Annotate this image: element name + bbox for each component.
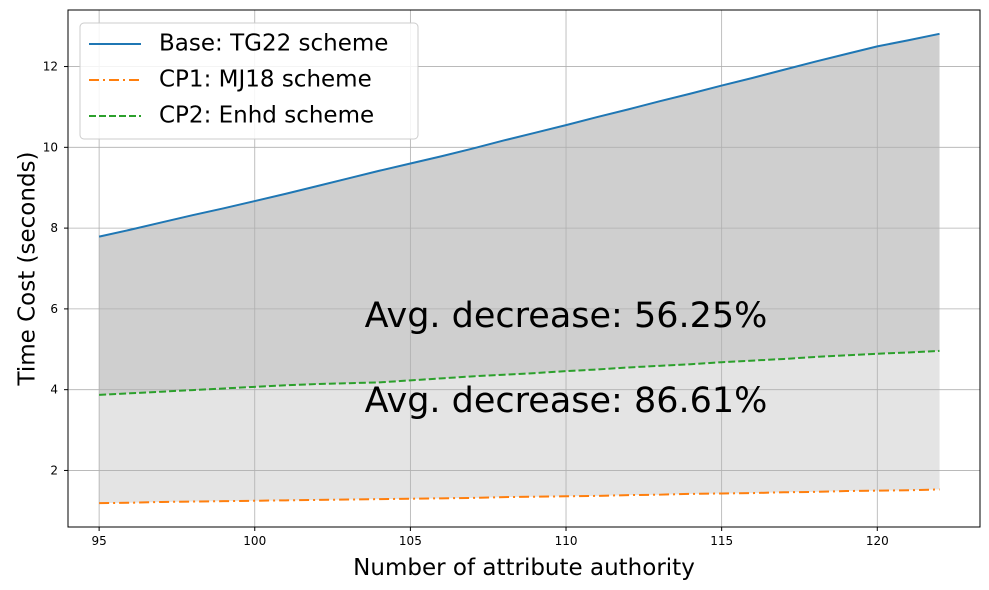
x-tick-label: 115 — [710, 534, 733, 548]
plot-frame — [67, 9, 981, 528]
y-tick-label: 2 — [50, 463, 58, 477]
series-lines — [98, 32, 940, 505]
x-axis-title: Number of attribute authority — [353, 555, 695, 581]
annotations: Avg. decrease: 56.25% Avg. decrease: 86.6… — [365, 296, 768, 421]
y-tick-label: 12 — [43, 60, 58, 74]
series-line-2 — [99, 349, 940, 396]
shaded-region-1 — [99, 350, 940, 504]
y-axis-title: Time Cost (seconds) — [15, 152, 41, 387]
annotation-text-1: Avg. decrease: 86.61% — [365, 381, 768, 421]
legend-label-0: Base: TG22 scheme — [159, 31, 388, 57]
legend-label-1: CP1: MJ18 scheme — [159, 67, 372, 93]
legend-label-2: CP2: Enhd scheme — [159, 103, 374, 129]
x-tick-label: 95 — [91, 534, 106, 548]
shaded-regions — [99, 33, 940, 504]
annotation-text-0: Avg. decrease: 56.25% — [365, 296, 768, 336]
y-tick-label: 6 — [50, 302, 58, 316]
x-tick-label: 100 — [243, 534, 266, 548]
series-line-1 — [99, 488, 940, 505]
shaded-region-0 — [99, 33, 940, 395]
axis-ticks: 95 100 105 110 115 120 2 4 6 8 10 12 — [43, 60, 889, 548]
x-tick-label: 120 — [866, 534, 889, 548]
x-tick-label: 110 — [555, 534, 578, 548]
y-tick-label: 10 — [43, 140, 58, 154]
x-tick-label: 105 — [399, 534, 422, 548]
legend: Base: TG22 scheme CP1: MJ18 scheme CP2: En… — [79, 22, 419, 140]
y-tick-label: 4 — [50, 383, 58, 397]
series-line-0 — [98, 32, 940, 238]
legend-box — [79, 22, 419, 140]
y-tick-label: 8 — [50, 221, 58, 235]
